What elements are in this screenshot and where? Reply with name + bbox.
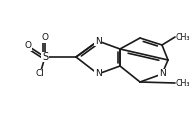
- Text: S: S: [42, 52, 48, 62]
- Text: Cl: Cl: [36, 69, 44, 79]
- Text: O: O: [41, 33, 48, 42]
- Text: N: N: [95, 69, 101, 79]
- Text: CH₃: CH₃: [176, 79, 190, 88]
- Text: CH₃: CH₃: [176, 33, 190, 42]
- Text: N: N: [95, 37, 101, 46]
- Text: O: O: [25, 42, 31, 51]
- Text: N: N: [159, 69, 165, 79]
